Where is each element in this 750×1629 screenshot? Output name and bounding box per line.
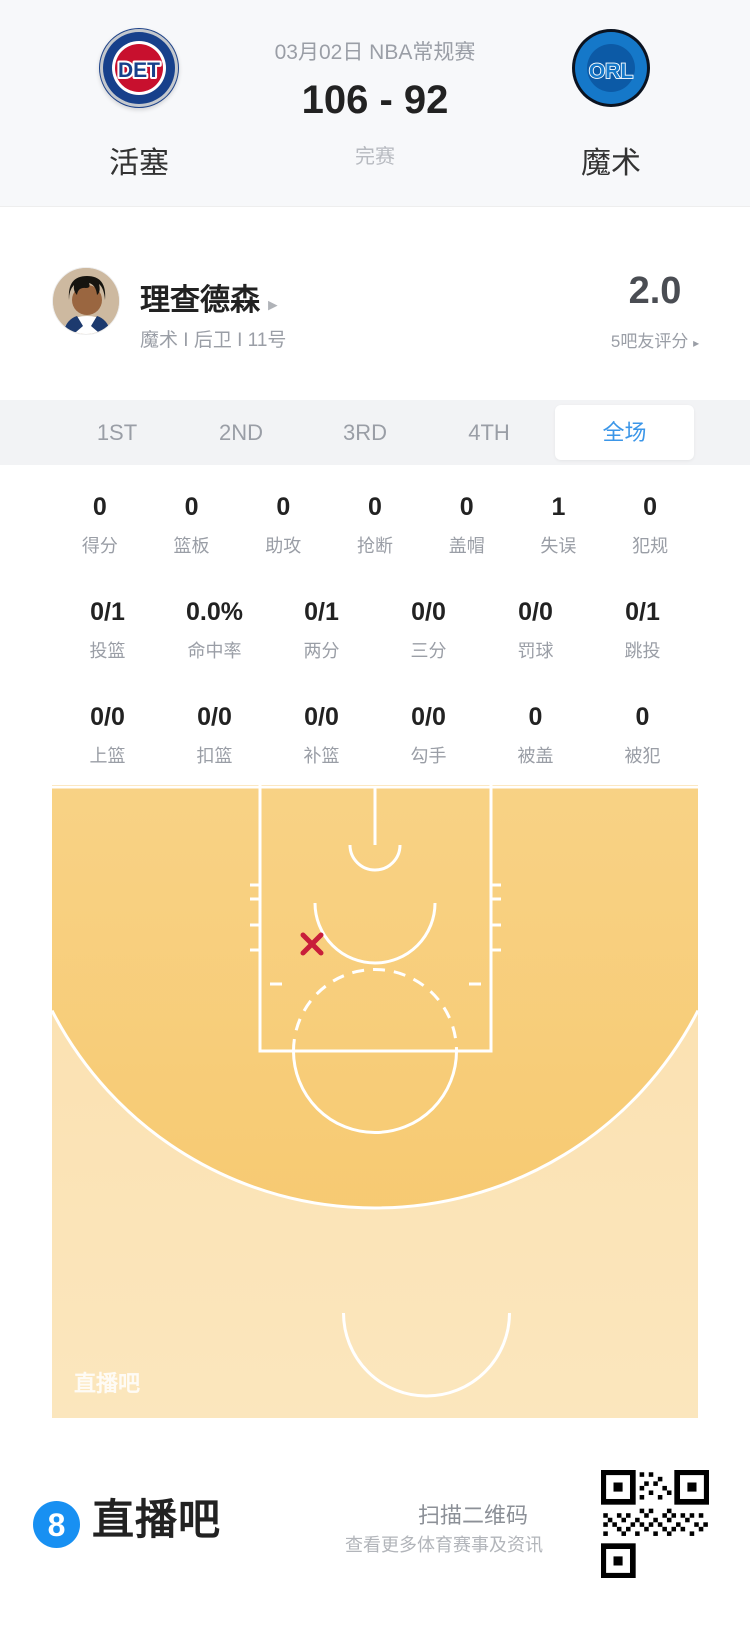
- svg-text:直播吧: 直播吧: [74, 1371, 140, 1396]
- svg-text:DET: DET: [118, 59, 160, 82]
- svg-text:ORL: ORL: [589, 60, 634, 83]
